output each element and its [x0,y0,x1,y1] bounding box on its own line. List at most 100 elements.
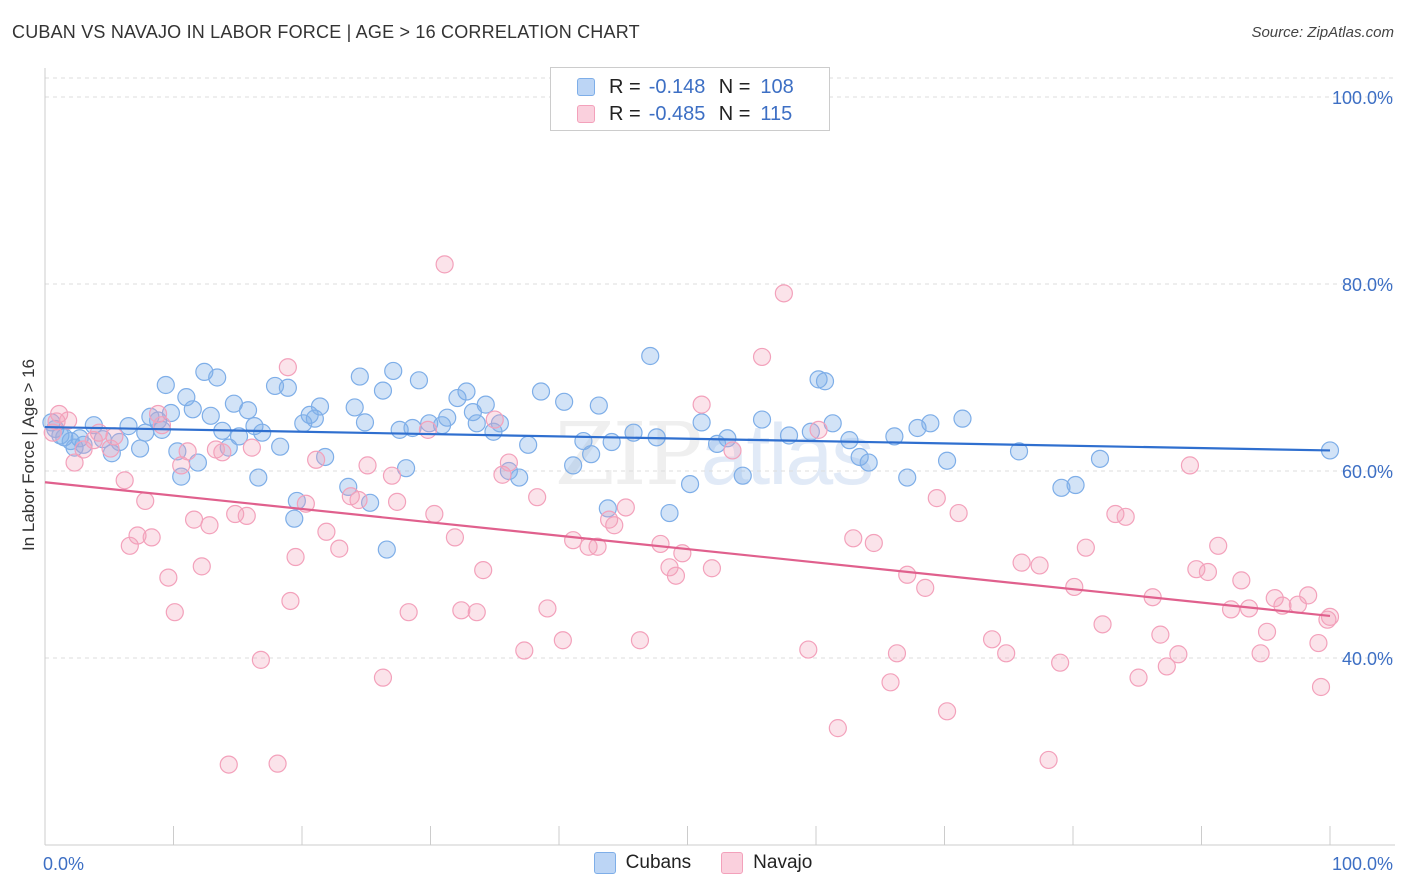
cubans-point [229,427,249,446]
navajo-point [1169,645,1188,664]
navajo-point [616,498,635,517]
navajo-point [1311,677,1331,697]
cubans-point [249,468,268,487]
navajo-point [152,416,172,435]
cubans-point [396,459,416,478]
navajo-point [864,533,883,553]
navajo-point [317,522,336,541]
navajo-point [528,488,547,507]
cubans-point [74,435,93,454]
cubans-point [136,423,155,442]
navajo-point [692,395,711,414]
navajo-point [515,641,534,660]
cubans-point [1090,449,1110,468]
cubans-point [183,400,202,419]
navajo-point [702,559,722,578]
navajo-point [752,347,772,367]
navajo-point [1251,644,1270,663]
cubans-point [361,493,380,512]
cubans-point [953,409,972,428]
navajo-point [382,466,402,485]
navajo-point [278,358,297,377]
y-tick-label: 40.0% [1342,649,1393,669]
cubans-trend-line [44,425,1331,452]
cubans-point [885,427,904,446]
axis-labels: 40.0% 60.0% 80.0% 100.0% 0.0% 100.0% In Labor … [19,88,1393,874]
cubans-point [130,439,150,458]
navajo-point [1030,556,1049,575]
cubans-point [345,398,364,417]
cubans-point [1052,478,1071,497]
cubans-point [809,370,828,389]
navajo-point [1157,657,1176,676]
cubans-swatch [577,78,595,96]
navajo-point [50,404,69,424]
navajo-point [1257,622,1277,641]
navajo-point [452,601,471,620]
cubans-point [692,413,711,432]
navajo-point [435,255,454,274]
navajo-point [1076,538,1095,557]
cubans-point [278,378,297,397]
cubans-point [602,432,621,452]
navajo-point [358,456,377,475]
navajo-point [1320,607,1340,626]
navajo-point [927,489,946,508]
cubans-point [840,431,859,450]
cubans-point [285,509,304,528]
cubans-point [156,375,175,395]
navajo-point [120,536,139,555]
navajo-point [349,490,368,510]
r-label: R = [609,102,641,125]
navajo-point [916,578,935,597]
cubans-point [898,468,917,487]
navajo-point [1309,633,1328,653]
navajo-point [1265,589,1284,608]
r-label: R = [609,75,641,98]
cubans-point [110,432,129,452]
cubans-point [253,423,272,442]
cubans-point [850,447,869,467]
navajo-point [251,650,270,669]
cubans-point [409,371,429,390]
navajo-point [600,510,619,529]
cubans-point [403,418,422,438]
navajo-point [373,668,393,687]
cubans-r-value: -0.148 [648,75,706,98]
navajo-point [1012,553,1031,572]
cubans-point [355,413,375,432]
navajo-point [136,491,155,511]
navajo-point [226,504,245,524]
navajo-point [1151,625,1170,644]
navajo-point [159,568,178,587]
navajo-point [43,423,62,442]
cubans-point [467,414,486,433]
navajo-point [200,516,219,535]
navajo-point [286,547,305,567]
navajo-point [499,453,518,472]
cubans-point [752,410,772,429]
cubans-point [201,406,220,425]
navajo-point [165,603,184,622]
cubans-point [271,437,290,456]
navajo-point [1116,507,1135,526]
navajo-point [142,528,161,547]
navajo-point [268,754,287,773]
navajo-point [105,427,124,446]
navajo-r-value: -0.485 [648,102,706,125]
source-label: Source: ZipAtlas.com [1251,24,1394,41]
navajo-point [1187,560,1206,579]
navajo-point [799,640,818,659]
navajo-point [937,702,957,721]
navajo-point [242,438,261,457]
legend-item-navajo[interactable]: Navajo [721,852,812,874]
y-axis-label: In Labor Force | Age > 16 [19,359,38,551]
navajo-point [59,411,78,430]
n-label: N = [718,75,751,98]
navajo-point [898,565,917,584]
cubans-point [937,451,957,470]
navajo-point [1039,750,1058,770]
cubans-point [555,392,574,411]
legend-item-cubans[interactable]: Cubans [593,852,691,874]
cubans-point [476,395,495,414]
